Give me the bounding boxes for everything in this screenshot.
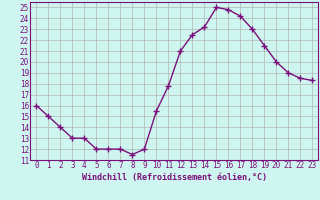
- X-axis label: Windchill (Refroidissement éolien,°C): Windchill (Refroidissement éolien,°C): [82, 173, 267, 182]
